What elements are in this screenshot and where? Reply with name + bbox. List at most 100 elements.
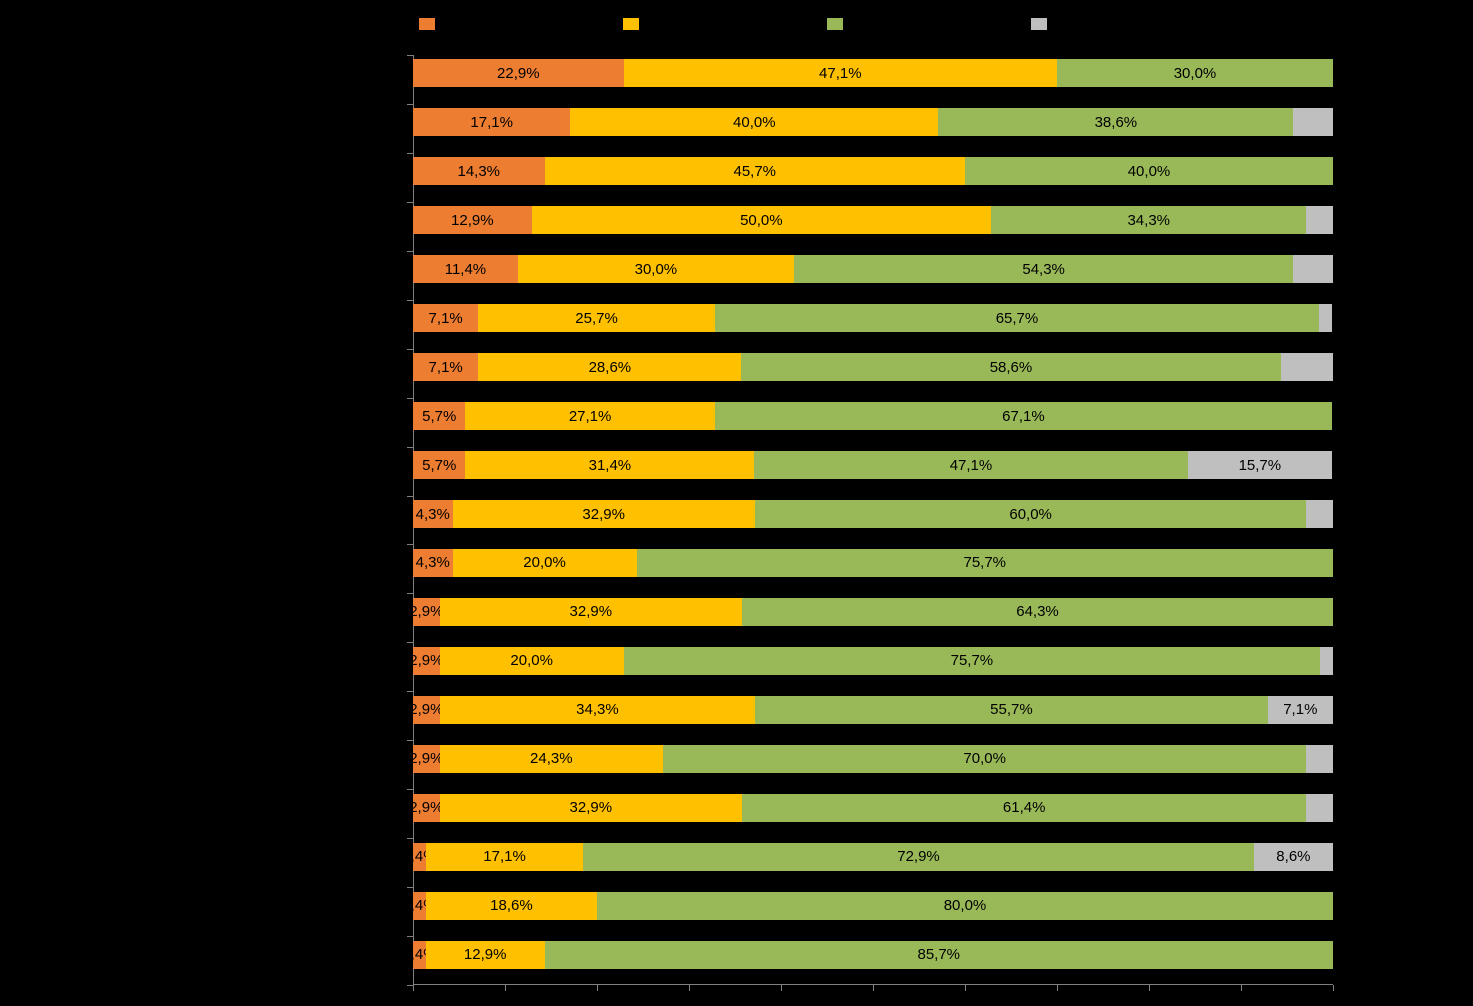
x-tick <box>1241 985 1242 991</box>
bar-row: 4,3%20,0%75,7%0,0% <box>413 549 1333 577</box>
x-tick <box>965 985 966 991</box>
bar-segment: 60,0% <box>755 500 1306 528</box>
bar-row: 2,9%34,3%55,7% 7,1% <box>413 696 1333 724</box>
bar-value-label: 2,9% <box>409 750 443 767</box>
x-tick <box>1333 985 1334 991</box>
bar-segment: 58,6% <box>741 353 1280 381</box>
bar-segment: 47,1% <box>624 59 1057 87</box>
bar-value-label: 4,3% <box>1335 261 1369 278</box>
bar-segment: 20,0% <box>440 647 624 675</box>
bar-row: 1,4%17,1%72,9%8,6% <box>413 843 1333 871</box>
bar-segment: 12,9% <box>426 941 545 969</box>
bar-value-label: 0,0% <box>1335 946 1369 963</box>
bar-segment: 32,9% <box>453 500 755 528</box>
x-tick <box>505 985 506 991</box>
bar-value-label: 2,9% <box>409 652 443 669</box>
bar-value-label: 60,0% <box>1009 506 1052 523</box>
bar-value-label: 14,3% <box>457 163 500 180</box>
bar-segment: 65,7% <box>715 304 1319 332</box>
bar-value-label: 2,9% <box>1335 799 1369 816</box>
bar-segment: 70,0% <box>663 745 1306 773</box>
bar-segment: 2,9% <box>413 598 440 626</box>
bar-segment: 1,4% <box>1319 304 1332 332</box>
y-tick <box>407 544 413 545</box>
bar-segment: 1,4% <box>413 843 426 871</box>
bar-segment: 55,7% <box>755 696 1267 724</box>
bar-segment: 4,3% <box>413 549 453 577</box>
bar-value-label: 7,1% <box>429 359 463 376</box>
bar-segment: 45,7% <box>545 157 965 185</box>
x-tick <box>413 985 414 991</box>
bar-row: 11,4%30,0%54,3%4,3% <box>413 255 1333 283</box>
bar-segment: 15,7% <box>1188 451 1332 479</box>
bar-segment: 30,0% <box>1057 59 1333 87</box>
bar-value-label: 28,6% <box>589 359 632 376</box>
bar-row: 17,1%40,0%38,6%4,3% <box>413 108 1333 136</box>
bar-value-label: 2,9% <box>1335 750 1369 767</box>
bar-row: 4,3%32,9%60,0%2,9% <box>413 500 1333 528</box>
legend-item-0 <box>419 18 443 30</box>
plot-area: 22,9%47,1%30,0%0,0%17,1%40,0%38,6%4,3%14… <box>413 55 1333 985</box>
bar-row: 7,1%25,7%65,7%1,4% <box>413 304 1333 332</box>
bar-segment: 17,1% <box>426 843 583 871</box>
bar-value-label: 7,1% <box>1283 701 1317 718</box>
bar-segment: 4,3% <box>1293 255 1333 283</box>
x-tick <box>689 985 690 991</box>
bar-row: 2,9%24,3%70,0%2,9% <box>413 745 1333 773</box>
bar-value-label: 75,7% <box>963 554 1006 571</box>
bar-value-label: 47,1% <box>950 457 993 474</box>
bar-value-label: 0,0% <box>1335 554 1369 571</box>
bar-value-label: 38,6% <box>1095 114 1138 131</box>
bar-row: 2,9%32,9%64,3%0,0% <box>413 598 1333 626</box>
bar-value-label: 20,0% <box>510 652 553 669</box>
bar-value-label: 32,9% <box>570 603 613 620</box>
bar-row: 1,4%12,9%85,7%0,0% <box>413 941 1333 969</box>
legend-box-2 <box>827 18 843 30</box>
y-tick <box>407 202 413 203</box>
y-tick <box>407 593 413 594</box>
bar-value-label: 75,7% <box>951 652 994 669</box>
bar-value-label: 4,3% <box>1335 114 1369 131</box>
bar-segment: 11,4% <box>413 255 518 283</box>
bar-value-label: 30,0% <box>1174 65 1217 82</box>
bar-segment: 34,3% <box>440 696 756 724</box>
y-tick <box>407 789 413 790</box>
x-tick <box>597 985 598 991</box>
bar-row: 5,7%31,4%47,1%15,7% <box>413 451 1333 479</box>
bar-segment: 17,1% <box>413 108 570 136</box>
bar-segment: 1,4% <box>413 892 426 920</box>
bar-segment: 50,0% <box>532 206 992 234</box>
bar-segment: 5,7% <box>413 402 465 430</box>
bar-segment: 38,6% <box>938 108 1293 136</box>
y-tick <box>407 496 413 497</box>
bar-segment: 2,9% <box>413 745 440 773</box>
y-tick <box>407 153 413 154</box>
bar-segment: 20,0% <box>453 549 637 577</box>
y-tick <box>407 349 413 350</box>
bar-segment: 12,9% <box>413 206 532 234</box>
bar-segment: 2,9% <box>1306 794 1333 822</box>
bar-value-label: 2,9% <box>409 603 443 620</box>
bar-value-label: 58,6% <box>990 359 1033 376</box>
bar-segment: 22,9% <box>413 59 624 87</box>
y-tick <box>407 104 413 105</box>
bar-segment: 64,3% <box>742 598 1333 626</box>
bar-segment: 5,7% <box>1281 353 1333 381</box>
bar-value-label: 22,9% <box>497 65 540 82</box>
x-tick <box>1149 985 1150 991</box>
bar-value-label: 67,1% <box>1002 408 1045 425</box>
y-tick <box>407 740 413 741</box>
bar-segment: 2,9% <box>413 696 440 724</box>
y-tick <box>407 936 413 937</box>
bar-row: 5,7%27,1%67,1%0,0% <box>413 402 1333 430</box>
bar-value-label: 2,9% <box>1335 212 1369 229</box>
y-tick <box>407 985 413 986</box>
bar-segment: 5,7% <box>413 451 465 479</box>
y-tick <box>407 398 413 399</box>
bar-value-label: 85,7% <box>917 946 960 963</box>
bar-value-label: 2,9% <box>409 799 443 816</box>
y-tick <box>407 838 413 839</box>
bar-segment: 40,0% <box>570 108 938 136</box>
bar-value-label: 15,7% <box>1239 457 1282 474</box>
bar-segment: 75,7% <box>637 549 1333 577</box>
